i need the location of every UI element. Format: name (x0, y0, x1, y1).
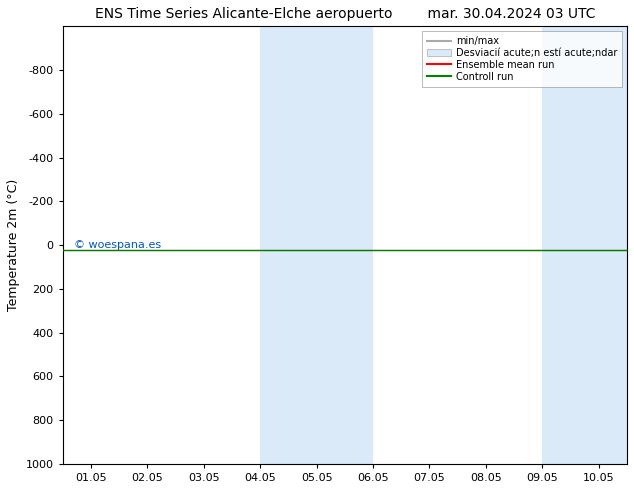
Y-axis label: Temperature 2m (°C): Temperature 2m (°C) (7, 179, 20, 311)
Legend: min/max, Desviacií acute;n estí acute;ndar, Ensemble mean run, Controll run: min/max, Desviacií acute;n estí acute;nd… (422, 31, 622, 87)
Bar (542, 26, 627, 464)
Title: ENS Time Series Alicante-Elche aeropuerto        mar. 30.04.2024 03 UTC: ENS Time Series Alicante-Elche aeropuert… (94, 7, 595, 21)
Text: © woespana.es: © woespana.es (74, 240, 161, 250)
Bar (260, 26, 373, 464)
